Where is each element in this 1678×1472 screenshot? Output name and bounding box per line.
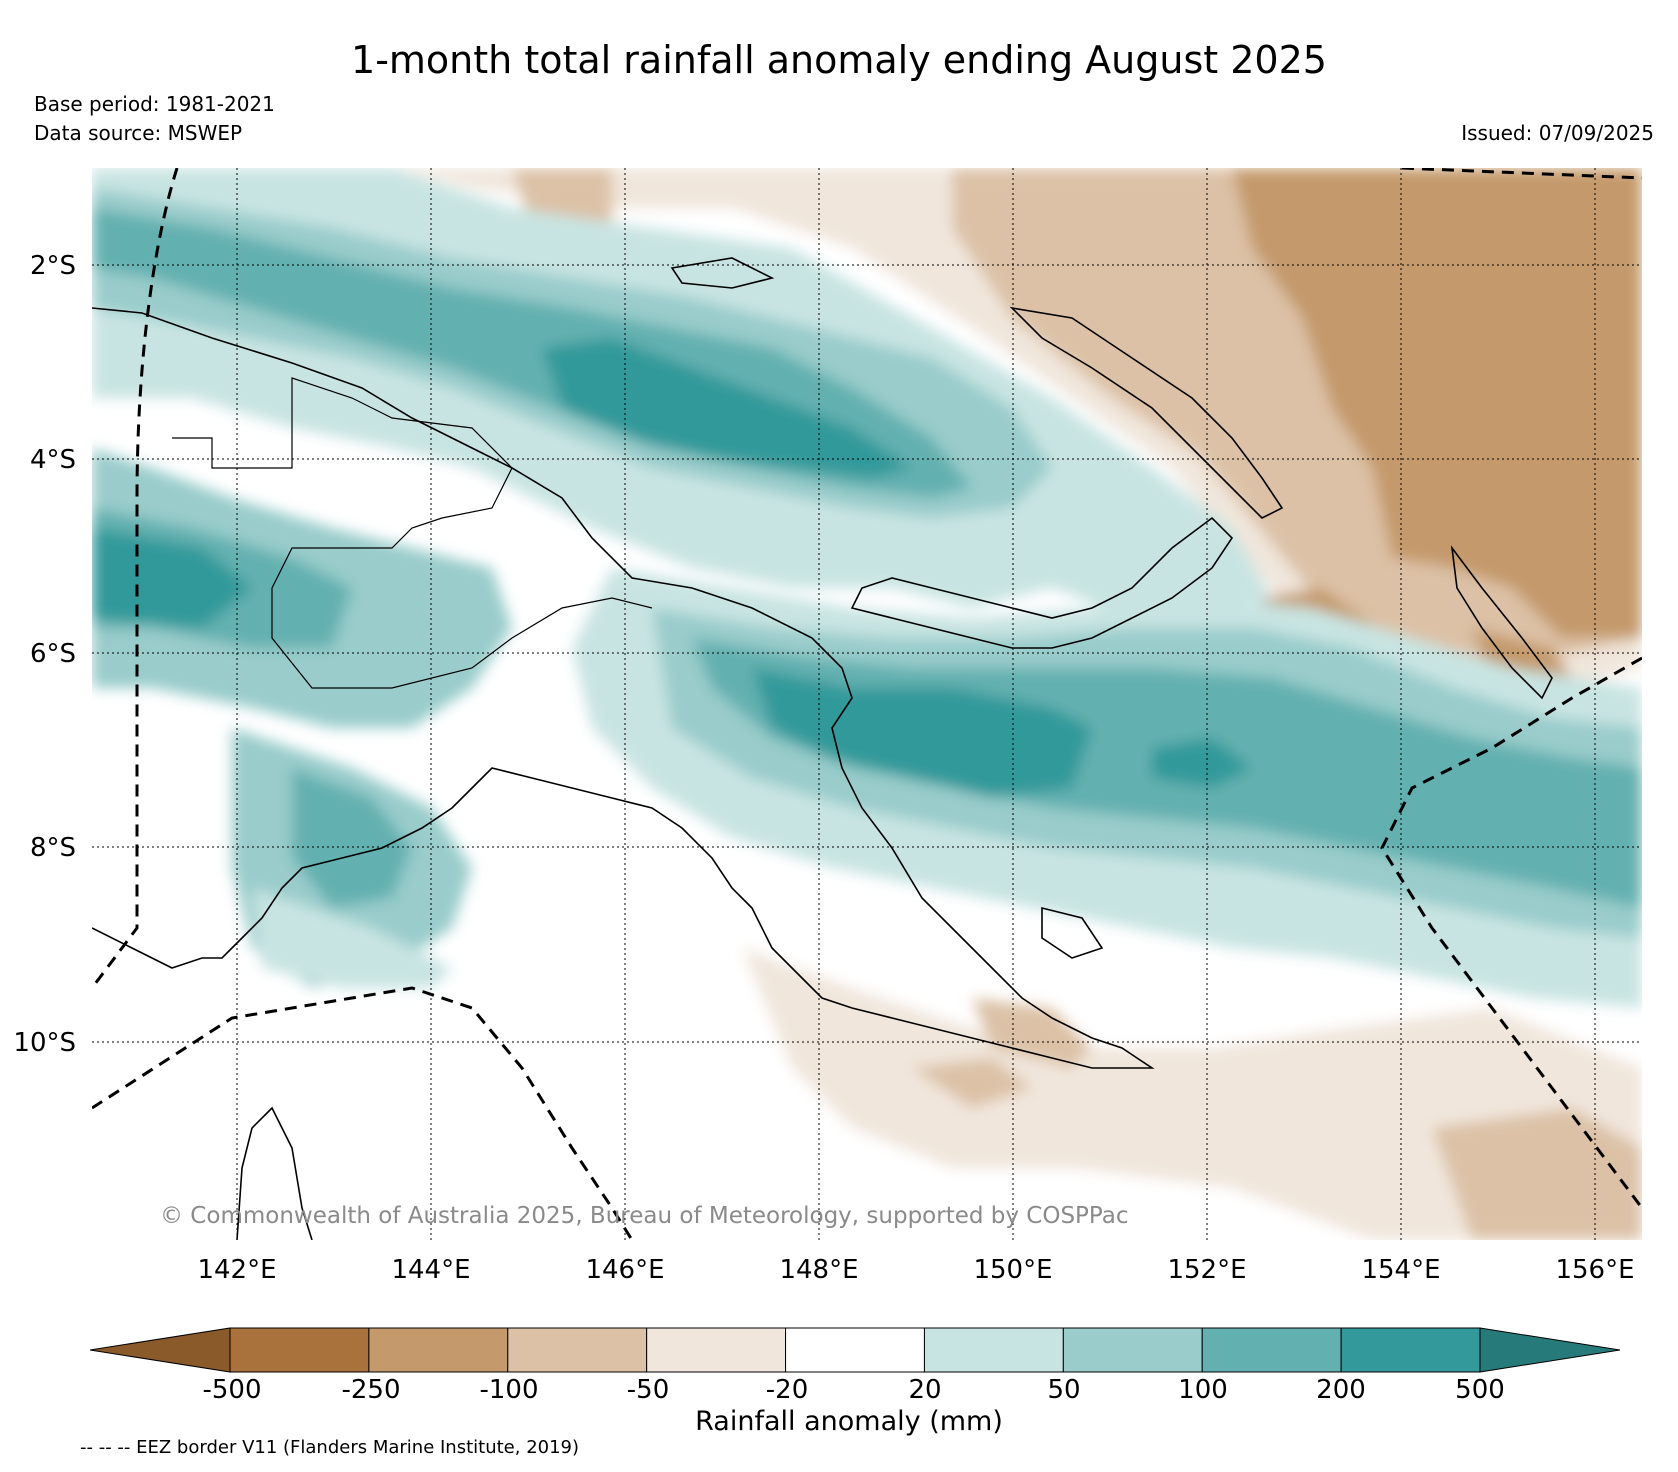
lon-label-144e: 144°E [391,1255,471,1285]
lat-label-4s: 4°S [29,445,76,475]
rainfall-anomaly-map [92,168,1642,1240]
colorbar-tick: 500 [1455,1375,1505,1405]
colorbar-tick: 200 [1316,1375,1366,1405]
colorbar [90,1327,1620,1373]
colorbar-tick: -20 [765,1375,809,1405]
lon-label-150e: 150°E [973,1255,1053,1285]
issued-date-text: Issued: 07/09/2025 [1461,121,1654,145]
fergusson-coast [1041,906,1104,959]
colorbar-segment [923,1327,1064,1373]
eez-legend-note: -- -- -- EEZ border V11 (Flanders Marine… [80,1437,580,1458]
colorbar-tick: 50 [1047,1375,1081,1405]
map-canvas [92,168,1642,1240]
eez-borders [92,168,1642,1240]
new-guinea-coast [92,307,1155,1069]
colorbar-segment [507,1327,648,1373]
colorbar-tick: -500 [202,1375,262,1405]
lon-label-152e: 152°E [1167,1255,1247,1285]
coastlines [92,257,1553,1240]
lat-label-2s: 2°S [29,251,76,281]
base-period-text: Base period: 1981-2021 [34,92,275,116]
colorbar-tick: 100 [1178,1375,1228,1405]
lon-label-146e: 146°E [585,1255,665,1285]
colorbar-tick: -50 [626,1375,670,1405]
cape-york-coast [236,1106,313,1240]
colorbar-segment [1201,1327,1342,1373]
lat-label-10s: 10°S [13,1028,76,1058]
colorbar-label: Rainfall anomaly (mm) [695,1406,1003,1437]
colorbar-segment [1062,1327,1203,1373]
lat-label-6s: 6°S [29,639,76,669]
new-ireland-coast [1009,306,1284,519]
colorbar-extend-low [90,1327,231,1373]
map-gridlines [92,168,1642,1240]
lon-label-142e: 142°E [197,1255,277,1285]
data-source-text: Data source: MSWEP [34,121,243,145]
lon-label-148e: 148°E [779,1255,859,1285]
new-britain-coast [850,516,1234,649]
colorbar-tick: -100 [479,1375,539,1405]
colorbar-segment [785,1327,925,1373]
province-borders [172,377,653,689]
colorbar-segment [368,1327,509,1373]
copyright-text: © Commonwealth of Australia 2025, Bureau… [160,1203,1129,1229]
bougainville-coast [1450,545,1553,700]
colorbar-tick: 20 [908,1375,942,1405]
colorbar-segment [1340,1327,1481,1373]
chart-title: 1-month total rainfall anomaly ending Au… [351,38,1327,82]
lat-label-8s: 8°S [29,833,76,863]
manus-coast [670,257,775,289]
colorbar-segment [229,1327,370,1373]
colorbar-segment [646,1327,787,1373]
colorbar-extend-high [1479,1327,1620,1373]
lon-label-156e: 156°E [1555,1255,1635,1285]
anomaly-fields [92,168,1642,1240]
colorbar-tick: -250 [341,1375,401,1405]
lon-label-154e: 154°E [1361,1255,1441,1285]
